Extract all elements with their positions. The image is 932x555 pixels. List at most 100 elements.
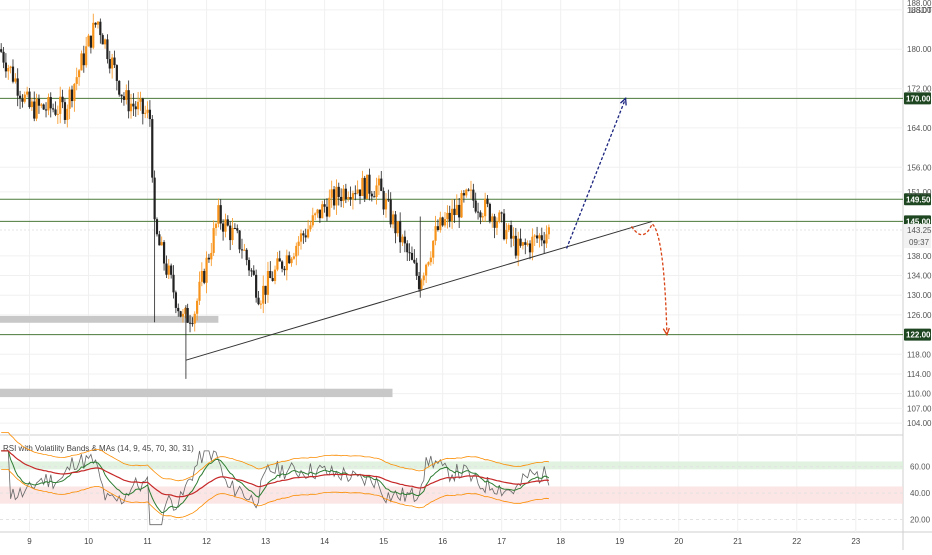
rsi-tick-label: 60.00 (910, 463, 931, 472)
price-axis[interactable]: 188.00 180.00 172.00 164.00 156.00 151.00 138.… (907, 0, 932, 524)
candle-body (446, 212, 449, 220)
candle-body (498, 212, 501, 222)
candle-body (165, 263, 168, 275)
candle-body (538, 235, 541, 239)
candle-body (363, 177, 366, 199)
candle-body (184, 308, 187, 314)
candle-body (455, 204, 458, 216)
horizontal-levels[interactable]: 170.00 149.50 145.00 122.00 143.25 09:37 (0, 92, 932, 341)
candle-body (77, 70, 81, 78)
candle-body (540, 235, 543, 241)
candle-body (495, 221, 499, 228)
candle-body (311, 215, 314, 226)
date-label: 13 (261, 537, 270, 546)
candle-body (380, 178, 383, 191)
candle-body (488, 203, 491, 222)
rsi-line (1, 450, 550, 526)
candle-body (221, 223, 225, 232)
candle-body (436, 226, 440, 230)
candle-body (472, 189, 475, 201)
candle-body (158, 234, 161, 246)
candle-body (170, 265, 173, 275)
date-label: 14 (320, 537, 329, 546)
date-label: 11 (143, 537, 152, 546)
candle-body (493, 216, 496, 228)
candle-body (351, 193, 355, 200)
candle-body (70, 89, 74, 102)
candle-body (181, 313, 185, 317)
candle-body (162, 242, 166, 264)
candle-body (247, 260, 251, 271)
price-tick-label: 114.00 (907, 370, 931, 379)
trendline-layer[interactable] (185, 220, 653, 361)
candle-body (510, 225, 513, 239)
candle-body (219, 205, 222, 224)
candle-body (37, 98, 41, 106)
candle-body (87, 35, 90, 47)
candle-body (217, 205, 220, 224)
candle-body (151, 119, 154, 178)
candle-body (7, 67, 10, 72)
candle-body (89, 35, 92, 48)
candle-body (94, 22, 97, 25)
candle-body (193, 313, 196, 324)
candle-body (491, 216, 494, 222)
candle-body (205, 257, 208, 283)
candle-body (545, 234, 548, 244)
price-tick-label: 134.00 (907, 272, 932, 281)
candle-body (479, 212, 482, 218)
candle-body (167, 265, 170, 275)
candle-body (486, 198, 489, 204)
candle-body (129, 103, 133, 112)
candle-body (56, 113, 59, 115)
rsi-upper-band (1, 432, 549, 482)
date-label: 10 (84, 537, 93, 546)
candle-body (229, 225, 232, 241)
candle-body (290, 258, 293, 264)
bearish-arrowhead (662, 327, 670, 337)
candle-body (14, 78, 17, 82)
candle-body (28, 91, 31, 108)
price-tick-label: 138.00 (907, 252, 932, 261)
time-axis[interactable]: 9 10 11 12 13 14 15 16 17 18 19 20 21 22 23 (27, 537, 860, 546)
candle-body (0, 49, 3, 52)
candle-body (276, 258, 279, 270)
candle-body (59, 96, 62, 114)
candle-body (299, 233, 303, 242)
candle-body (373, 196, 376, 198)
level-badge-label: 122.00 (906, 331, 931, 340)
candle-body (26, 91, 29, 95)
candle-body (443, 219, 447, 226)
candle-body (238, 230, 241, 250)
candle-body (295, 245, 298, 257)
date-label: 15 (379, 537, 388, 546)
candle-body (269, 270, 272, 279)
price-tick-label: 172.00 (907, 85, 932, 94)
candle-body (264, 285, 267, 295)
candle-body (368, 174, 371, 194)
candle-body (132, 103, 135, 107)
candle-body (514, 235, 517, 256)
candle-body (450, 208, 454, 222)
candle-body (137, 101, 140, 110)
date-label: 22 (792, 537, 801, 546)
candle-body (207, 257, 211, 260)
candle-body (292, 256, 296, 259)
candle-body (127, 90, 130, 112)
candle-body (507, 225, 510, 231)
projection-arrows[interactable] (565, 97, 670, 337)
candle-body (236, 228, 239, 231)
candle-body (283, 268, 286, 271)
candle-body (316, 209, 319, 214)
candle-body (408, 252, 411, 254)
candle-body (394, 214, 397, 234)
price-tick-label: 188.00 (907, 6, 932, 15)
candle-body (153, 177, 156, 220)
candle-body (413, 259, 416, 263)
candle-body (245, 249, 248, 261)
level-badge (904, 92, 931, 105)
candle-body (73, 83, 76, 102)
